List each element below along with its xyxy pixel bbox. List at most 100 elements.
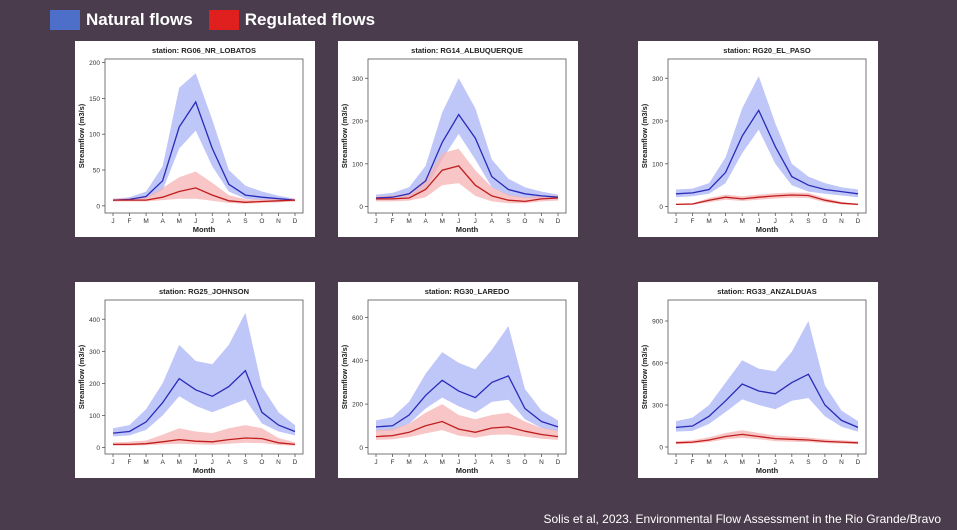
y-tick-label: 300 — [89, 349, 100, 356]
x-tick-label: A — [160, 218, 165, 225]
plot-frame — [104, 58, 304, 214]
x-tick-label: M — [439, 459, 444, 466]
y-tick-label: 50 — [93, 168, 101, 175]
x-tick-label: N — [276, 218, 281, 225]
x-tick-label: M — [406, 218, 411, 225]
natural-flow-band — [676, 321, 858, 432]
y-tick-label: 200 — [652, 119, 663, 126]
x-tick-label: J — [457, 459, 460, 466]
x-tick-label: F — [128, 459, 132, 466]
x-tick-label: D — [856, 218, 861, 225]
y-axis-label: Streamflow (m3/s) — [77, 103, 86, 168]
x-tick-label: M — [739, 459, 744, 466]
chart-title: station: RG25_JOHNSON — [159, 287, 249, 296]
regulated-flow-line — [375, 420, 559, 438]
chart-svg-1: station: RG06_NR_LOBATOS 0 50 100 150 200 J F M A… — [77, 46, 304, 234]
chart-svg-3: station: RG20_EL_PASO 0 100 200 300 J F M A M J J A S… — [640, 46, 867, 234]
x-tick-label: M — [143, 218, 148, 225]
x-tick-label: S — [243, 218, 248, 225]
x-tick-label: J — [211, 459, 214, 466]
chart-title: station: RG30_LAREDO — [425, 287, 510, 296]
x-tick-label: J — [674, 459, 677, 466]
y-axis-label: Streamflow (m3/s) — [340, 344, 349, 409]
chart-svg-6: station: RG33_ANZALDUAS 0 300 600 900 J F M A M J J… — [640, 287, 867, 475]
y-tick-label: 300 — [352, 76, 363, 83]
x-tick-label: O — [522, 218, 527, 225]
y-tick-label: 0 — [96, 203, 100, 210]
x-tick-label: J — [111, 459, 114, 466]
x-tick-label: A — [790, 218, 795, 225]
x-tick-label: N — [839, 459, 844, 466]
y-tick-label: 0 — [359, 204, 363, 211]
x-tick-label: A — [423, 218, 428, 225]
y-axis-label: Streamflow (m3/s) — [640, 344, 649, 409]
legend-swatch-natural — [50, 10, 80, 30]
y-tick-label: 300 — [652, 76, 663, 83]
x-tick-label: O — [822, 459, 827, 466]
x-tick-label: A — [490, 459, 495, 466]
x-tick-label: O — [822, 218, 827, 225]
x-tick-label: D — [856, 459, 861, 466]
x-tick-label: F — [391, 218, 395, 225]
regulated-flow-line — [113, 187, 296, 203]
chart-svg-5: station: RG30_LAREDO 0 200 400 600 J F M A M J J A S O… — [340, 287, 567, 475]
regulated-flow-line — [675, 194, 859, 206]
plot-frame — [367, 299, 567, 455]
x-tick-label: J — [757, 459, 760, 466]
x-tick-label: A — [423, 459, 428, 466]
legend-item-natural: Natural flows — [50, 10, 193, 30]
x-tick-label: J — [774, 459, 777, 466]
natural-flow-line — [375, 113, 559, 199]
x-tick-label: J — [194, 218, 197, 225]
y-axis-label: Streamflow (m3/s) — [640, 103, 649, 168]
x-tick-label: F — [691, 459, 695, 466]
legend: Natural flows Regulated flows — [50, 8, 381, 32]
x-tick-label: A — [790, 459, 795, 466]
plot-frame — [367, 58, 567, 214]
x-tick-label: A — [227, 459, 232, 466]
y-tick-label: 400 — [89, 317, 100, 324]
natural-flow-band — [376, 78, 558, 201]
chart-svg-2: station: RG14_ALBUQUERQUE 0 100 200 300 J F M A M… — [340, 46, 567, 234]
x-tick-label: N — [539, 459, 544, 466]
plot-frame — [104, 299, 304, 455]
x-tick-label: D — [293, 459, 298, 466]
x-tick-label: D — [556, 459, 561, 466]
x-axis-label: Month — [193, 225, 216, 234]
natural-flow-line — [675, 108, 859, 195]
y-tick-label: 0 — [96, 445, 100, 452]
natural-flow-band — [376, 326, 558, 432]
x-tick-label: F — [128, 218, 132, 225]
regulated-flow-band — [376, 404, 558, 440]
y-tick-label: 200 — [89, 60, 100, 67]
natural-flow-band — [113, 73, 295, 202]
y-tick-label: 0 — [659, 204, 663, 211]
legend-label-natural: Natural flows — [86, 10, 193, 29]
x-tick-label: J — [211, 218, 214, 225]
x-tick-label: J — [374, 459, 377, 466]
x-tick-label: J — [374, 218, 377, 225]
regulated-flow-line — [113, 437, 296, 446]
x-tick-label: N — [539, 218, 544, 225]
x-tick-label: F — [391, 459, 395, 466]
y-tick-label: 200 — [89, 381, 100, 388]
citation: Solis et al, 2023. Environmental Flow As… — [543, 512, 941, 526]
chart-title: station: RG33_ANZALDUAS — [717, 287, 817, 296]
plot-frame — [667, 299, 867, 455]
regulated-flow-band — [113, 425, 295, 446]
x-tick-label: A — [723, 459, 728, 466]
legend-item-regulated: Regulated flows — [208, 10, 375, 30]
y-tick-label: 600 — [652, 361, 663, 368]
y-tick-label: 100 — [352, 161, 363, 168]
regulated-flow-band — [113, 171, 295, 204]
y-tick-label: 400 — [352, 358, 363, 365]
x-tick-label: M — [176, 218, 181, 225]
x-tick-label: A — [227, 218, 232, 225]
x-tick-label: J — [474, 459, 477, 466]
regulated-flow-band — [676, 192, 858, 206]
chart-panel-4: station: RG25_JOHNSON 0 100 200 300 400 J F M A M J… — [75, 282, 315, 478]
x-tick-label: M — [706, 218, 711, 225]
x-tick-label: D — [293, 218, 298, 225]
chart-title: station: RG14_ALBUQUERQUE — [411, 46, 523, 55]
x-tick-label: F — [691, 218, 695, 225]
